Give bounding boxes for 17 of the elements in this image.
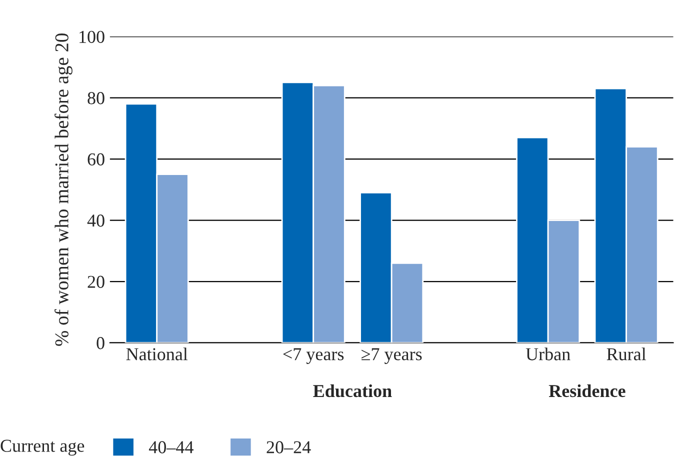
y-tick-label: 0 <box>96 337 104 350</box>
x-tick-label: <7 years <box>283 348 344 364</box>
y-tick-label: 40 <box>87 214 104 227</box>
text: Residence <box>548 384 626 398</box>
legend-label: 20–24 <box>266 441 311 454</box>
y-axis-title: % of women who married before age 20 <box>54 34 72 346</box>
legend-title: Current age <box>0 440 84 456</box>
text: Education <box>313 384 392 398</box>
x-tick-label: ≥7 years <box>362 348 422 364</box>
y-tick-label: 60 <box>88 153 104 166</box>
y-tick-label: 20 <box>88 276 104 288</box>
x-tick-label: Urban <box>526 348 570 360</box>
x-tick-label: Rural <box>606 348 646 360</box>
y-tick-label: 100 <box>80 30 104 43</box>
x-tick-label: National <box>126 348 188 360</box>
legend-label: 40–44 <box>148 441 194 454</box>
y-tick-label: 80 <box>88 92 104 104</box>
